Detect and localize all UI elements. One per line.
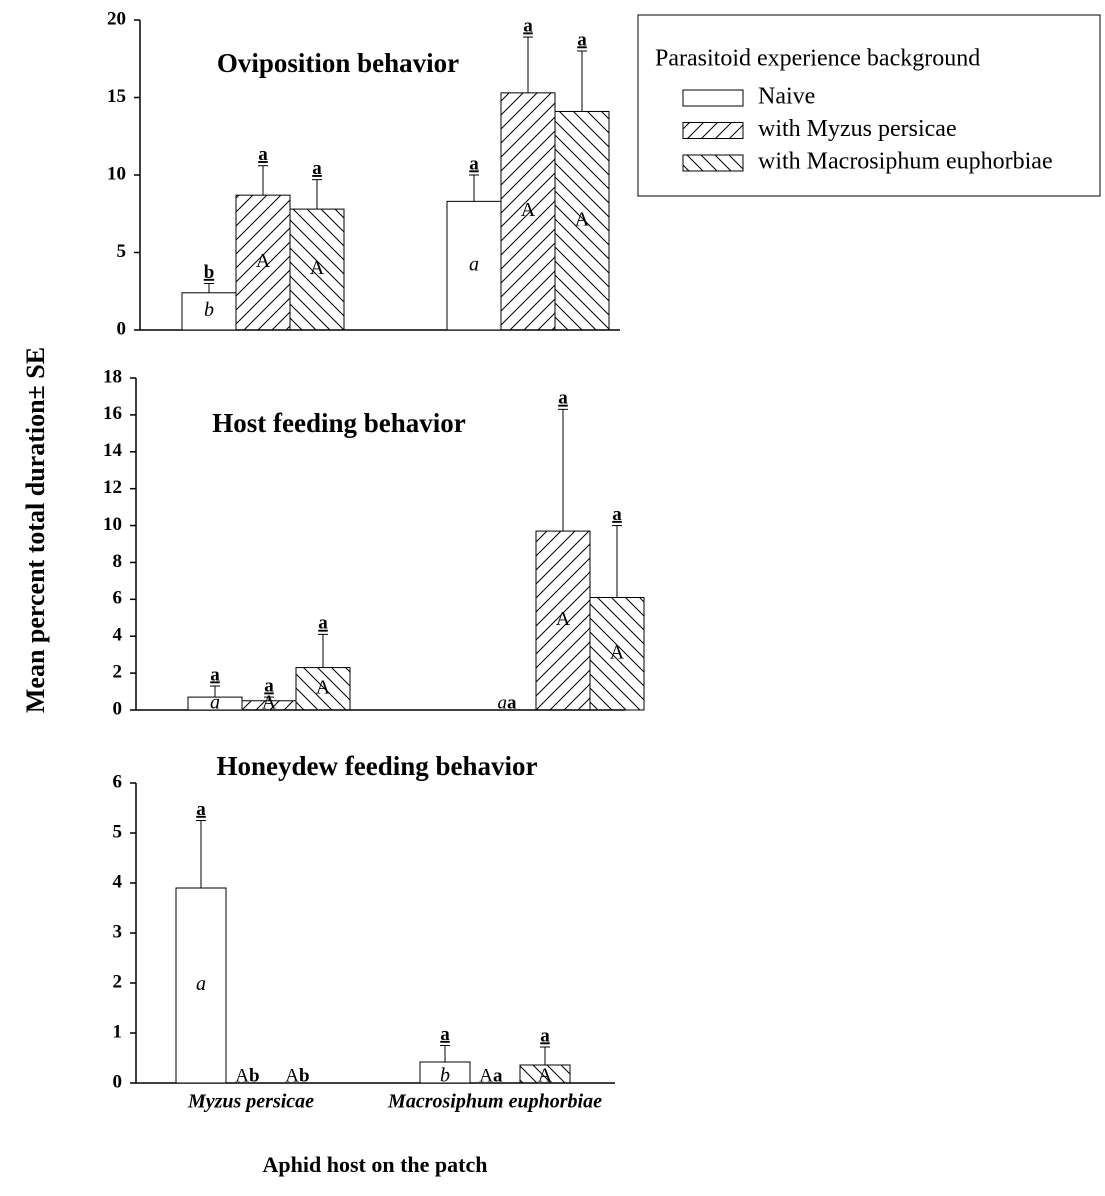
top-label: a [440,1024,450,1045]
inner-label: A [610,641,625,663]
top-label: a [612,504,622,525]
inner-label: A [310,257,325,279]
inner-label: A [556,608,571,630]
y-tick-label: 2 [113,661,123,682]
inner-label: A [256,250,271,272]
top-label: a [312,158,322,179]
inner-label: b [440,1065,450,1087]
inner-label: a [196,973,206,995]
legend-swatch [683,123,743,139]
legend-title: Parasitoid experience background [655,46,980,72]
top-label: a [493,1065,503,1086]
top-label: b [249,1065,260,1086]
top-label: b [204,262,215,283]
inner-label: A [285,1065,299,1086]
inner-label: A [235,1065,249,1086]
x-axis-label: Aphid host on the patch [263,1152,488,1177]
y-tick-label: 10 [103,514,122,535]
chart-title: Oviposition behavior [217,48,459,78]
inner-label: A [479,1065,493,1086]
legend-label: with Macrosiphum euphorbiae [758,149,1053,175]
inner-label: A [538,1065,553,1087]
y-tick-label: 4 [113,625,123,646]
top-label: a [577,29,587,50]
y-tick-label: 6 [113,771,123,792]
top-label: a [196,799,206,820]
top-label: a [210,664,220,685]
x-tick-label: Myzus persicae [187,1091,314,1113]
legend-label: with Myzus persicae [758,116,957,142]
y-tick-label: 15 [107,86,126,107]
y-tick-label: 1 [113,1021,123,1042]
y-tick-label: 0 [113,1071,123,1092]
y-axis-label: Mean percent total duration± SE [21,347,50,713]
top-label: a [507,692,517,713]
inner-label: a [498,692,508,713]
top-label: a [258,144,268,165]
legend-swatch [683,90,743,106]
y-tick-label: 4 [113,871,123,892]
y-tick-label: 12 [103,477,122,498]
chart-title: Host feeding behavior [212,408,466,438]
legend-swatch [683,155,743,171]
y-tick-label: 16 [103,403,122,424]
inner-label: A [521,199,536,221]
inner-label: A [575,208,590,230]
top-label: a [318,613,328,634]
y-tick-label: 8 [113,551,123,572]
y-tick-label: 5 [113,821,123,842]
y-tick-label: 2 [113,971,123,992]
top-label: a [558,388,568,409]
y-tick-label: 3 [113,921,123,942]
y-tick-label: 14 [103,440,123,461]
figure: 05101520Oviposition behaviorbbaAaAaaaAaA… [0,0,1105,1196]
legend-label: Naive [758,84,815,110]
y-tick-label: 20 [107,8,126,29]
inner-label: b [204,299,214,321]
y-tick-label: 5 [117,241,127,262]
top-label: a [540,1025,550,1046]
y-tick-label: 10 [107,163,126,184]
inner-label: A [262,692,277,714]
top-label: a [469,153,479,174]
y-tick-label: 0 [117,318,127,339]
x-tick-label: Macrosiphum euphorbiae [387,1091,602,1113]
y-tick-label: 6 [113,588,123,609]
top-label: a [523,15,533,36]
y-tick-label: 18 [103,366,122,387]
chart-title: Honeydew feeding behavior [217,751,538,781]
inner-label: A [316,676,331,698]
inner-label: a [210,692,220,714]
inner-label: a [469,253,479,275]
top-label: b [299,1065,310,1086]
y-tick-label: 0 [113,698,123,719]
